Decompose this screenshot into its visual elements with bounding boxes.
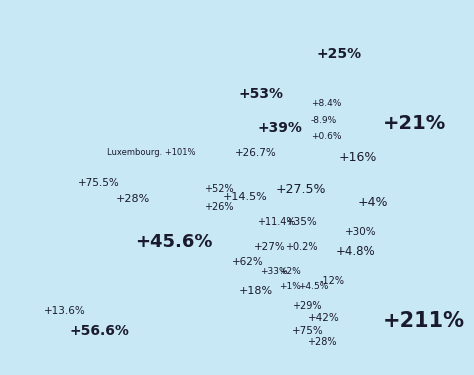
Text: +30%: +30% — [345, 227, 377, 237]
Text: +26.7%: +26.7% — [235, 148, 277, 158]
Text: +29%: +29% — [292, 301, 321, 311]
Text: +25%: +25% — [317, 47, 362, 61]
Text: +13.6%: +13.6% — [44, 306, 86, 316]
Text: +52%: +52% — [204, 184, 234, 195]
Text: +39%: +39% — [257, 121, 302, 135]
Text: +211%: +211% — [383, 311, 465, 331]
Text: +45.6%: +45.6% — [135, 233, 212, 251]
Text: +28%: +28% — [308, 338, 337, 347]
Text: +62%: +62% — [232, 256, 264, 267]
Text: +21%: +21% — [383, 114, 446, 133]
Text: +4.5%: +4.5% — [298, 282, 328, 291]
Text: +4.8%: +4.8% — [336, 245, 375, 258]
Text: +14.5%: +14.5% — [223, 192, 267, 202]
Text: +53%: +53% — [238, 87, 283, 101]
Text: +42%: +42% — [308, 313, 339, 323]
Text: +28%: +28% — [116, 194, 150, 204]
Text: -12%: -12% — [320, 276, 345, 286]
Text: Luxembourg. +101%: Luxembourg. +101% — [107, 148, 195, 158]
Text: +18%: +18% — [238, 286, 273, 296]
Text: +75.5%: +75.5% — [78, 178, 120, 188]
Text: +56.6%: +56.6% — [69, 324, 129, 338]
Text: +0.2%: +0.2% — [285, 242, 318, 252]
Text: +0.6%: +0.6% — [310, 132, 341, 141]
Text: +75%: +75% — [292, 326, 324, 336]
Text: +11.4%: +11.4% — [257, 217, 296, 227]
Text: +8.4%: +8.4% — [310, 99, 341, 108]
Text: +35%: +35% — [285, 217, 317, 227]
Text: +16%: +16% — [339, 152, 377, 164]
Text: +26%: +26% — [204, 202, 233, 212]
Text: +27.5%: +27.5% — [276, 183, 327, 196]
Text: +2%: +2% — [279, 267, 301, 276]
Text: -8.9%: -8.9% — [310, 116, 337, 125]
Text: +4%: +4% — [358, 196, 388, 209]
Text: +33%: +33% — [260, 267, 288, 276]
Text: +27%: +27% — [254, 242, 286, 252]
Text: +1%: +1% — [279, 282, 301, 291]
